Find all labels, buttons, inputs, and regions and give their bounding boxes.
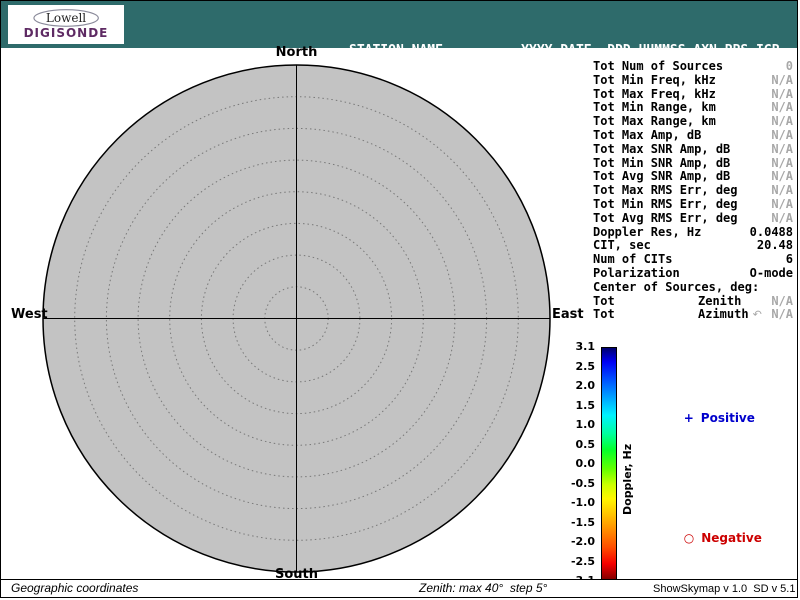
- skymap-plot: [42, 64, 551, 573]
- colorbar-tick: -1.5: [570, 515, 595, 529]
- stat-value: O-mode: [749, 265, 793, 280]
- stat-value: N/A: [771, 183, 793, 198]
- center-row-mid: Azimuth ↶: [698, 307, 762, 322]
- stat-value: N/A: [771, 86, 793, 101]
- stat-value: N/A: [771, 196, 793, 211]
- stat-label: Tot Max SNR Amp, dB: [593, 141, 731, 156]
- ccw-arrow-icon: ↶: [752, 308, 762, 322]
- colorbar-tick: -1.0: [570, 496, 595, 509]
- zenith-scale-label: Zenith: max 40° step 5°: [419, 581, 548, 595]
- stat-row: Tot Min Range, km N/A: [593, 101, 793, 115]
- logo-lowell-text: Lowell: [45, 10, 87, 25]
- compass-west-label: West: [11, 307, 48, 322]
- stat-label: Tot Max Freq, kHz: [593, 86, 716, 101]
- center-row-label: Tot: [593, 307, 615, 322]
- stat-row: Tot Max Range, km N/A: [593, 114, 793, 129]
- stat-value: N/A: [771, 127, 793, 142]
- stat-label: Tot Num of Sources: [593, 59, 724, 73]
- stat-label: Tot Min RMS Err, deg: [593, 196, 738, 211]
- stat-value: N/A: [771, 141, 793, 156]
- stat-label: Tot Max RMS Err, deg: [593, 183, 738, 198]
- compass-east-label: East: [552, 307, 584, 322]
- stat-label: Tot Max Amp, dB: [593, 127, 702, 142]
- stat-row: Tot Max RMS Err, deg N/A: [593, 183, 793, 198]
- stat-row: Num of CITs 6: [593, 252, 793, 267]
- stat-value: N/A: [771, 210, 793, 225]
- stat-row: CIT, sec 20.48: [593, 239, 793, 253]
- logo-lowell-wordmark: Lowell: [32, 8, 100, 27]
- stat-row: Tot Min RMS Err, deg N/A: [593, 196, 793, 212]
- stat-label: Doppler Res, Hz: [593, 224, 702, 239]
- colorbar-tick: 3.1: [575, 340, 596, 353]
- stat-row: Doppler Res, Hz 0.0488: [593, 224, 793, 240]
- stat-row: Polarization O-mode: [593, 265, 793, 281]
- colorbar-tick: -0.5: [570, 476, 595, 490]
- stat-value: N/A: [771, 155, 793, 170]
- stat-value: N/A: [771, 114, 793, 129]
- colorbar-tick-labels: 3.1 2.5 2.0 1.5 1.0 0.5 0.0 -0.5 -1.0 -1…: [557, 341, 595, 587]
- positive-label: Positive: [700, 411, 755, 425]
- header-bar: Lowell DIGISONDE STATION NAME YYYY DATE …: [1, 1, 797, 109]
- negative-doppler-legend: ○ Negative: [667, 517, 762, 559]
- negative-label: Negative: [701, 531, 762, 545]
- plus-marker-icon: +: [683, 411, 694, 425]
- totals-stats-panel: Tot Num of Sources 0 Tot Min Freq, kHz N/A…: [593, 59, 793, 322]
- stat-row: Tot Avg SNR Amp, dB N/A: [593, 170, 793, 184]
- status-bar: Geographic coordinates Zenith: max 40° s…: [1, 579, 797, 597]
- lowell-digisonde-logo: Lowell DIGISONDE: [8, 5, 124, 44]
- stat-label: Tot Max Range, km: [593, 114, 716, 129]
- stat-row: Tot Max Freq, kHz N/A: [593, 86, 793, 102]
- stat-row: Tot Avg RMS Err, deg N/A: [593, 210, 793, 226]
- orbit-ellipse-icon: [33, 8, 99, 27]
- compass-north-label: North: [275, 45, 318, 60]
- center-row-zenith: Tot Zenith N/A: [593, 293, 793, 309]
- colorbar-tick: 0.0: [575, 457, 596, 470]
- colorbar-tick: 1.0: [575, 418, 596, 431]
- header-labels-row: STATION NAME YYYY DATE DDD HHMMSS AXN PP…: [349, 43, 780, 58]
- center-row-label: Tot: [593, 293, 615, 308]
- stat-label: CIT, sec: [593, 238, 651, 253]
- circle-marker-icon: ○: [683, 531, 695, 545]
- center-row-value: N/A: [771, 307, 793, 322]
- center-row-value: N/A: [771, 293, 793, 308]
- doppler-colorbar: [601, 347, 617, 581]
- center-row-mid: Zenith: [698, 293, 742, 308]
- stat-value: 6: [785, 252, 793, 267]
- stat-value: 20.48: [756, 238, 793, 253]
- stat-row: Tot Max SNR Amp, dB N/A: [593, 141, 793, 157]
- version-label: ShowSkymap v 1.0 SD v 5.1: [653, 583, 796, 595]
- stat-row: Tot Min Freq, kHz N/A: [593, 72, 793, 88]
- colorbar-tick: -2.0: [570, 535, 595, 548]
- colorbar-axis-label: Doppler, Hz: [621, 443, 634, 515]
- colorbar-tick: 1.5: [575, 398, 596, 412]
- logo-digisonde-text: DIGISONDE: [23, 25, 109, 40]
- colorbar-tick: 0.5: [575, 437, 596, 451]
- compass-south-label: South: [274, 567, 319, 582]
- stat-row: Tot Max Amp, dB N/A: [593, 127, 793, 143]
- stat-value: 0.0488: [749, 224, 793, 239]
- stat-row: Tot Num of Sources 0: [593, 59, 793, 74]
- center-of-sources-label: Center of Sources, deg:: [593, 279, 760, 294]
- stat-label: Tot Min SNR Amp, dB: [593, 155, 731, 170]
- azimuth-text: Azimuth: [698, 307, 749, 322]
- stat-row: Tot Min SNR Amp, dB N/A: [593, 155, 793, 171]
- colorbar-tick: 2.0: [575, 379, 596, 392]
- colorbar-tick: 2.5: [575, 359, 596, 373]
- positive-doppler-legend: + Positive: [667, 397, 755, 439]
- stat-value: N/A: [771, 72, 793, 87]
- stat-label: Num of CITs: [593, 252, 673, 267]
- stat-value: N/A: [771, 169, 793, 184]
- stat-label: Tot Min Range, km: [593, 100, 716, 115]
- stat-label: Polarization: [593, 265, 680, 280]
- stat-value: N/A: [771, 100, 793, 115]
- center-row-azimuth: Tot Azimuth ↶ N/A: [593, 307, 793, 322]
- colorbar-tick: -2.5: [570, 554, 595, 568]
- center-of-sources-header: Center of Sources, deg:: [593, 279, 793, 295]
- coordinates-mode-label: Geographic coordinates: [11, 581, 139, 595]
- stat-label: Tot Avg RMS Err, deg: [593, 210, 738, 225]
- stat-label: Tot Min Freq, kHz: [593, 72, 716, 87]
- stat-label: Tot Avg SNR Amp, dB: [593, 169, 731, 184]
- stat-value: 0: [785, 59, 793, 73]
